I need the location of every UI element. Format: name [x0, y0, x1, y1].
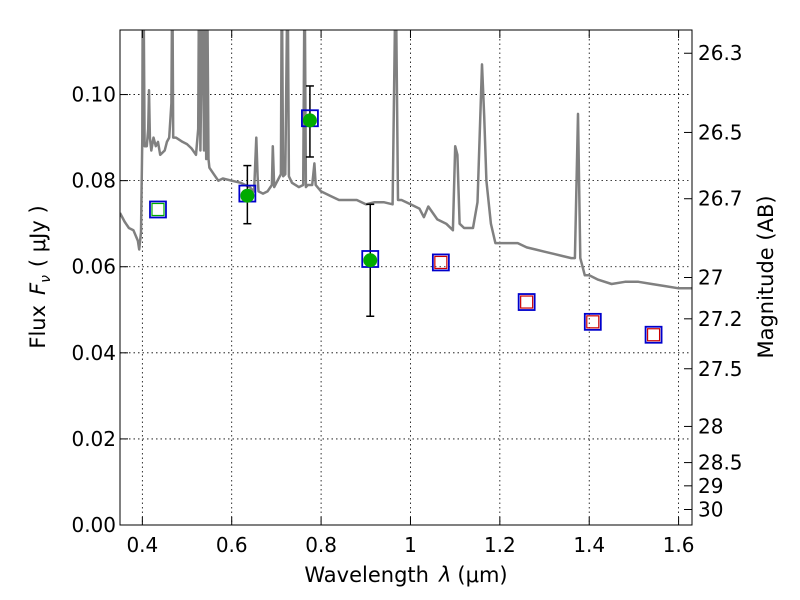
observed-point [363, 253, 378, 268]
x-tick-label: 0.4 [126, 533, 158, 557]
observed-point [302, 113, 317, 128]
y2-tick-label: 30 [698, 498, 723, 522]
y2-tick-label: 26.7 [698, 187, 743, 211]
y2-tick-label: 26.3 [698, 41, 743, 65]
observed-point [240, 188, 255, 203]
y2-tick-label: 26.5 [698, 120, 743, 144]
x-tick-label: 1.6 [663, 533, 695, 557]
x-axis-label: Wavelength λ (μm) [304, 563, 507, 587]
inner-marker-square [646, 328, 661, 342]
x-tick-label: 1 [404, 533, 417, 557]
model-spectrum-line [120, 30, 692, 290]
y-tick-label: 0.04 [71, 341, 116, 365]
y-tick-label: 0.02 [71, 427, 116, 451]
grid [120, 30, 692, 525]
model-photometry-square [517, 293, 536, 311]
y2-tick-label: 28 [698, 414, 723, 438]
y-tick-label: 0.06 [71, 255, 116, 279]
plot-area [120, 30, 692, 344]
inner-marker-square [151, 202, 165, 217]
model-photometry-square [644, 325, 663, 344]
inner-marker-square [434, 255, 448, 270]
x-tick-label: 1.4 [573, 533, 605, 557]
y-tick-label: 0.10 [71, 83, 116, 107]
y-tick-label: 0.00 [71, 513, 116, 537]
y-tick-label: 0.08 [71, 169, 116, 193]
y2-tick-label: 28.5 [698, 451, 743, 475]
x-tick-label: 0.6 [216, 533, 248, 557]
y2-tick-label: 27.5 [698, 357, 743, 381]
model-photometry-square [431, 253, 450, 272]
inner-marker-square [520, 295, 534, 309]
x-tick-label: 0.8 [305, 533, 337, 557]
y2-axis-label: Magnitude (AB) [754, 195, 778, 358]
model-photometry-square [149, 200, 167, 219]
y2-tick-label: 27.2 [698, 307, 743, 331]
y-axis-label: FluxFν( μJy ) [26, 205, 54, 348]
model-photometry-square [583, 312, 602, 331]
axes-ticks: 0.4 0.6 0.8 1 1.2 1.4 1.6 0.00 0.02 0.04 0.06 0.08 0… [71, 30, 743, 557]
inner-marker-square [586, 315, 600, 329]
y2-tick-label: 27 [698, 266, 723, 290]
y2-tick-label: 29 [698, 474, 723, 498]
x-tick-label: 1.2 [484, 533, 516, 557]
